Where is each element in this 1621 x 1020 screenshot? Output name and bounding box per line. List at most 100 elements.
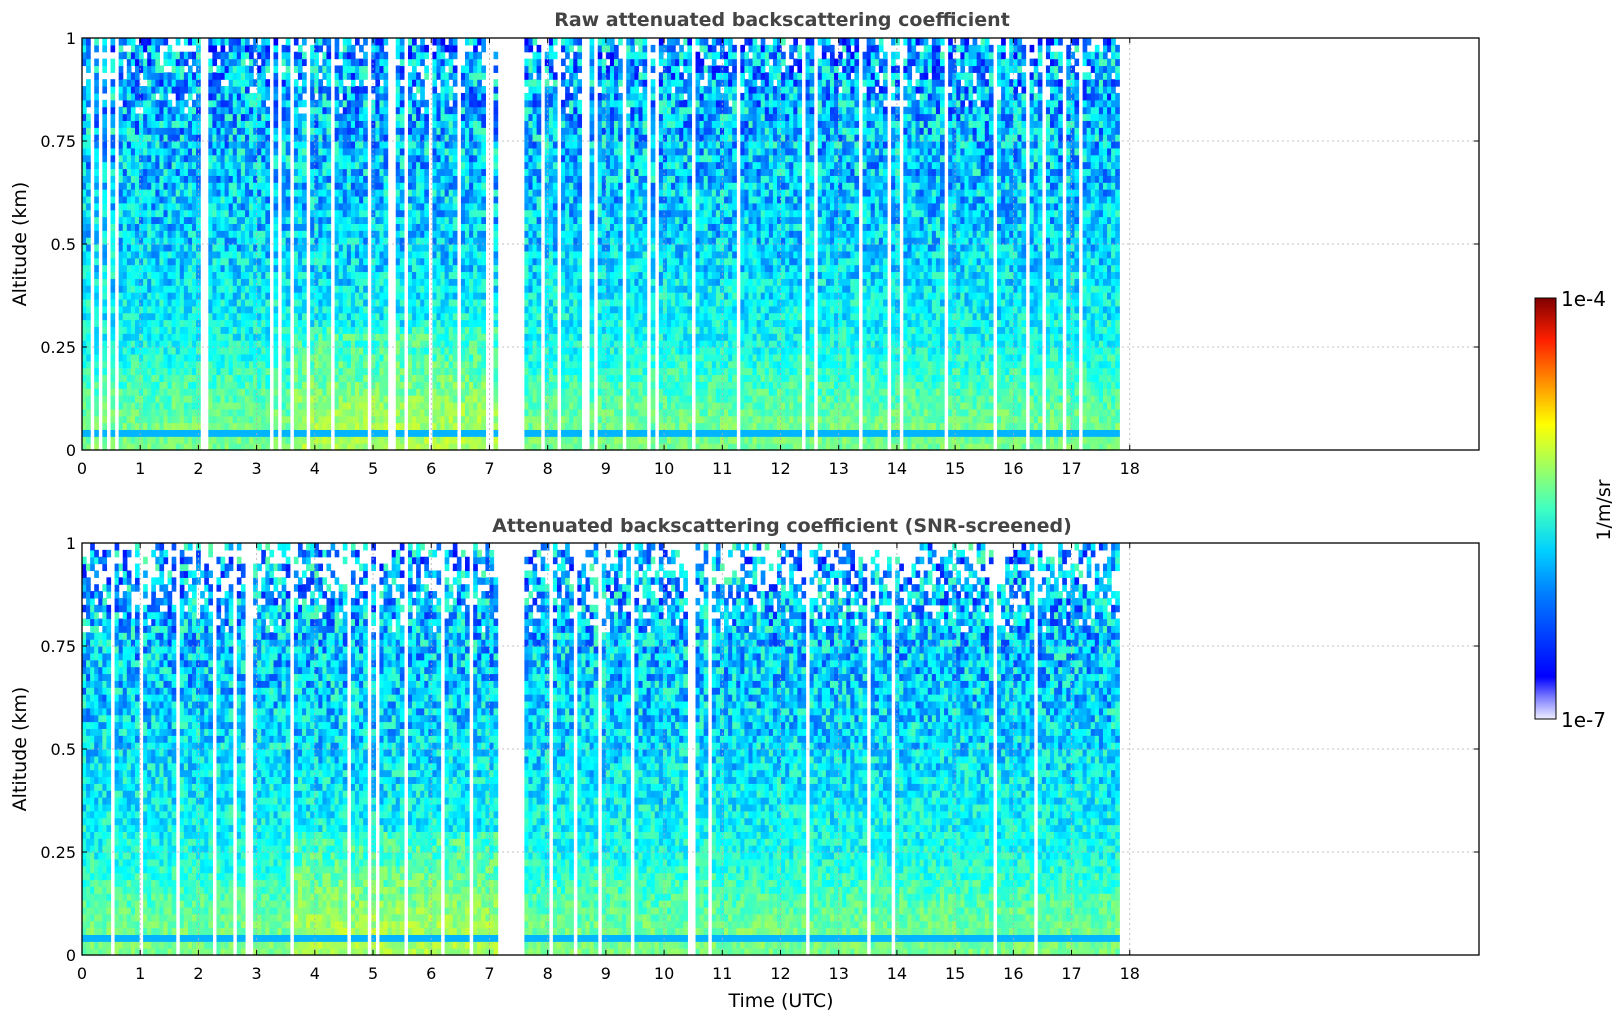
heatmap-cell — [216, 271, 221, 278]
heatmap-cell — [225, 86, 230, 93]
heatmap-cell — [94, 45, 99, 52]
heatmap-cell — [172, 237, 177, 244]
heatmap-cell — [216, 86, 221, 93]
heatmap-cell — [465, 258, 470, 265]
heatmap-cell — [208, 162, 213, 169]
heatmap-cell — [253, 258, 258, 265]
heatmap-cell — [253, 210, 258, 217]
heatmap-cell — [282, 320, 287, 327]
heatmap-cell — [359, 100, 364, 107]
heatmap-cell — [310, 436, 315, 443]
heatmap-cell — [335, 265, 340, 272]
heatmap-cell — [473, 93, 478, 100]
heatmap-cell — [400, 230, 405, 237]
heatmap-cell — [347, 189, 352, 196]
heatmap-cell — [249, 79, 254, 86]
heatmap-cell — [310, 162, 315, 169]
heatmap-cell — [473, 196, 478, 203]
heatmap-cell — [123, 299, 128, 306]
heatmap-cell — [237, 313, 242, 320]
heatmap-cell — [363, 347, 368, 354]
heatmap-cell — [347, 52, 352, 59]
heatmap-cell — [322, 59, 327, 66]
heatmap-cell — [326, 148, 331, 155]
heatmap-cell — [371, 120, 376, 127]
heatmap-cell — [245, 416, 250, 423]
heatmap-cell — [379, 395, 384, 402]
heatmap-cell — [225, 148, 230, 155]
heatmap-cell — [400, 100, 405, 107]
heatmap-cell — [184, 340, 189, 347]
heatmap-cell — [347, 100, 352, 107]
heatmap-cell — [347, 258, 352, 265]
heatmap-cell — [420, 79, 425, 86]
heatmap-cell — [94, 86, 99, 93]
heatmap-cell — [477, 134, 482, 141]
heatmap-cell — [375, 354, 380, 361]
heatmap-cell — [302, 258, 307, 265]
heatmap-cell — [528, 306, 533, 313]
heatmap-cell — [524, 162, 529, 169]
heatmap-cell — [286, 244, 291, 251]
heatmap-cell — [326, 203, 331, 210]
heatmap-cell — [147, 230, 152, 237]
heatmap-cell — [318, 45, 323, 52]
heatmap-cell — [326, 210, 331, 217]
heatmap-cell — [420, 134, 425, 141]
heatmap-cell — [282, 251, 287, 258]
heatmap-cell — [302, 182, 307, 189]
heatmap-cell — [249, 72, 254, 79]
heatmap-cell — [302, 86, 307, 93]
heatmap-cell — [524, 299, 529, 306]
heatmap-cell — [163, 86, 168, 93]
heatmap-cell — [127, 134, 132, 141]
heatmap-cell — [533, 258, 538, 265]
heatmap-cell — [298, 402, 303, 409]
heatmap-cell — [384, 210, 389, 217]
heatmap-cell — [119, 230, 124, 237]
heatmap-cell — [298, 65, 303, 72]
heatmap-cell — [135, 65, 140, 72]
heatmap-cell — [139, 409, 144, 416]
heatmap-cell — [310, 155, 315, 162]
heatmap-cell — [494, 292, 499, 299]
heatmap-cell — [375, 162, 380, 169]
heatmap-cell — [180, 306, 185, 313]
heatmap-cell — [237, 52, 242, 59]
heatmap-cell — [481, 299, 486, 306]
heatmap-cell — [131, 134, 136, 141]
heatmap-cell — [416, 114, 421, 121]
heatmap-cell — [249, 395, 254, 402]
heatmap-cell — [94, 368, 99, 375]
heatmap-cell — [449, 120, 454, 127]
heatmap-cell — [286, 52, 291, 59]
heatmap-cell — [135, 203, 140, 210]
heatmap-cell — [168, 244, 173, 251]
heatmap-cell — [147, 251, 152, 258]
heatmap-cell — [82, 217, 87, 224]
heatmap-cell — [155, 416, 160, 423]
heatmap-cell — [528, 86, 533, 93]
heatmap-cell — [274, 45, 279, 52]
heatmap-cell — [208, 45, 213, 52]
heatmap-cell — [163, 244, 168, 251]
heatmap-cell — [465, 52, 470, 59]
heatmap-cell — [221, 361, 226, 368]
heatmap-cell — [412, 429, 417, 436]
heatmap-cell — [188, 251, 193, 258]
heatmap-cell — [494, 333, 499, 340]
heatmap-cell — [249, 271, 254, 278]
heatmap-cell — [123, 326, 128, 333]
heatmap-cell — [86, 59, 91, 66]
heatmap-cell — [151, 38, 156, 45]
heatmap-cell — [253, 59, 258, 66]
heatmap-cell — [86, 402, 91, 409]
heatmap-cell — [102, 361, 107, 368]
heatmap-cell — [441, 141, 446, 148]
heatmap-cell — [225, 93, 230, 100]
heatmap-cell — [131, 175, 136, 182]
heatmap-cell — [441, 148, 446, 155]
heatmap-cell — [355, 155, 360, 162]
heatmap-cell — [473, 45, 478, 52]
heatmap-cell — [441, 423, 446, 430]
